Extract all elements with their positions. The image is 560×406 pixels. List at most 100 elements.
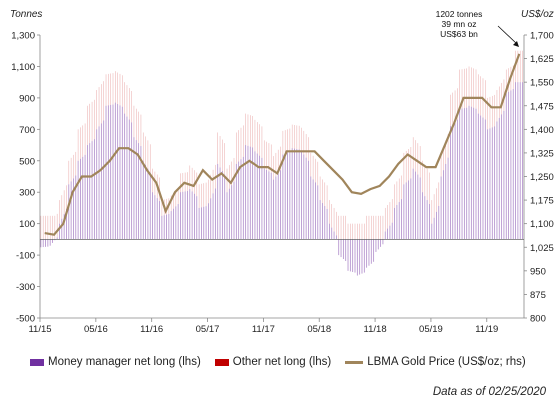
bar-money-manager-2016-10-w1	[142, 160, 144, 240]
bar-money-manager-2017-09-w2	[247, 145, 249, 240]
left-tick-label: 500	[19, 156, 35, 167]
bar-other-2019-12-w1	[496, 90, 498, 122]
bar-money-manager-2018-02-w1	[291, 148, 293, 240]
bar-other-2018-12-w3	[389, 202, 391, 226]
bar-other-2019-04-w2	[424, 164, 426, 197]
bar-other-2019-07-w4	[457, 88, 458, 120]
bar-money-manager-2016-08-w2	[126, 116, 128, 240]
gold-price-line	[44, 53, 521, 236]
bar-money-manager-2019-04-w1	[422, 192, 423, 240]
bar-other-2016-12-w1	[161, 200, 163, 216]
bar-money-manager-2015-11-w2	[42, 239, 44, 248]
bar-other-2018-11-w1	[375, 215, 377, 240]
bar-other-2018-07-w3	[343, 215, 344, 240]
bar-money-manager-2017-01-w1	[170, 211, 172, 240]
bar-money-manager-2018-07-w1	[338, 239, 340, 256]
bar-money-manager-2019-09-w1	[468, 105, 470, 240]
bar-other-2016-04-w1	[87, 105, 88, 146]
bar-money-manager-2018-10-w3	[370, 239, 372, 264]
right-tick-label: 1,175	[530, 196, 554, 207]
left-tick-label: 1,100	[11, 62, 35, 73]
bar-other-2018-05-w3	[324, 182, 326, 206]
right-tick-label: 875	[530, 290, 546, 301]
bar-money-manager-2016-05-w4	[103, 120, 105, 240]
bar-other-2017-11-w2	[266, 141, 267, 171]
bar-money-manager-2019-05-w4	[438, 205, 440, 240]
bar-other-2017-01-w4	[177, 188, 179, 205]
bar-other-2018-05-w4	[326, 185, 328, 209]
bar-money-manager-2016-08-w1	[124, 113, 126, 240]
bar-other-2020-02-w2	[517, 50, 519, 83]
bar-other-2018-03-w2	[303, 130, 305, 155]
bar-money-manager-2018-08-w2	[349, 239, 351, 272]
bar-money-manager-2018-04-w2	[312, 179, 314, 240]
bar-money-manager-2018-05-w2	[322, 203, 323, 240]
bar-other-2016-01-w2	[61, 195, 63, 219]
x-tick-label: 05/16	[84, 324, 108, 335]
bar-other-2016-03-w4	[84, 123, 86, 155]
bar-other-2018-08-w4	[354, 223, 356, 240]
bar-money-manager-2019-09-w3	[473, 107, 475, 240]
bar-other-2017-10-w2	[256, 122, 258, 154]
bar-money-manager-2016-03-w4	[84, 154, 86, 240]
bar-other-2018-08-w3	[352, 223, 353, 240]
bar-other-2019-02-w3	[408, 148, 409, 181]
bar-money-manager-2015-11-w4	[47, 239, 49, 247]
bar-money-manager-2017-08-w3	[240, 159, 242, 240]
bar-money-manager-2016-02-w2	[70, 181, 72, 240]
bar-money-manager-2018-04-w4	[317, 185, 319, 240]
bar-other-2017-12-w2	[275, 152, 277, 177]
bar-other-2019-07-w3	[454, 90, 456, 122]
bar-money-manager-2016-04-w4	[93, 139, 95, 240]
legend-swatch-money-manager	[30, 358, 44, 366]
bar-money-manager-2017-03-w2	[191, 191, 193, 240]
bar-other-2017-06-w1	[217, 132, 218, 164]
bar-other-2018-02-w1	[291, 124, 293, 149]
bar-other-2016-04-w4	[94, 99, 95, 140]
left-tick-label: 1,300	[11, 31, 35, 42]
bar-other-2019-08-w1	[459, 69, 460, 109]
bar-money-manager-2017-08-w4	[242, 156, 244, 240]
bar-money-manager-2018-12-w4	[391, 222, 393, 240]
bar-money-manager-2019-12-w2	[498, 117, 500, 240]
bar-other-2017-06-w2	[219, 136, 221, 168]
bar-other-2017-11-w4	[270, 144, 272, 173]
bar-money-manager-2019-03-w1	[412, 168, 414, 240]
bar-other-2016-04-w3	[91, 101, 93, 142]
bar-other-2017-01-w1	[170, 195, 172, 212]
right-tick-label: 1,250	[530, 172, 554, 183]
x-tick-label: 11/16	[140, 324, 163, 335]
bar-other-2016-07-w2	[117, 72, 118, 104]
bar-money-manager-2019-11-w1	[487, 129, 489, 240]
bar-money-manager-2017-10-w1	[254, 151, 256, 240]
bar-other-2017-10-w4	[261, 126, 263, 158]
bar-money-manager-2015-12-w4	[56, 237, 58, 240]
bar-other-2016-07-w4	[122, 75, 123, 107]
bar-money-manager-2019-08-w4	[466, 107, 468, 240]
bar-money-manager-2016-01-w3	[63, 213, 65, 240]
bar-money-manager-2017-07-w3	[231, 185, 233, 240]
bar-money-manager-2017-05-w1	[208, 203, 209, 240]
bar-other-2018-09-w4	[364, 223, 365, 240]
bar-money-manager-2018-12-w3	[389, 225, 391, 240]
right-axis-ticks: 800 875 950 1,025 1,100 1,175 1,250 1,325 1,400 1…	[524, 31, 554, 325]
bar-other-2018-02-w2	[294, 125, 295, 149]
bar-other-2019-11-w1	[487, 97, 488, 130]
bar-money-manager-2017-04-w1	[198, 207, 200, 240]
callout-annotation: 1202 tonnes 39 mn oz US$63 bn	[436, 9, 519, 47]
x-tick-label: 11/18	[364, 324, 387, 335]
bar-money-manager-2017-03-w1	[189, 189, 191, 240]
bar-other-2020-01-w1	[505, 69, 507, 94]
bar-money-manager-2017-08-w2	[238, 161, 240, 240]
bar-money-manager-2016-06-w1	[105, 105, 107, 240]
bar-other-2019-01-w2	[396, 181, 398, 205]
bar-money-manager-2015-11-w3	[45, 239, 46, 247]
bar-other-2016-09-w2	[135, 108, 137, 141]
bar-money-manager-2016-11-w3	[156, 198, 158, 240]
annotation-line-3: US$63 bn	[440, 29, 478, 39]
left-tick-label: -300	[16, 282, 35, 293]
bar-money-manager-2016-09-w2	[135, 140, 137, 240]
bar-money-manager-2017-09-w3	[249, 146, 251, 240]
bar-other-2019-11-w4	[494, 94, 495, 127]
bar-money-manager-2019-08-w1	[459, 108, 461, 240]
